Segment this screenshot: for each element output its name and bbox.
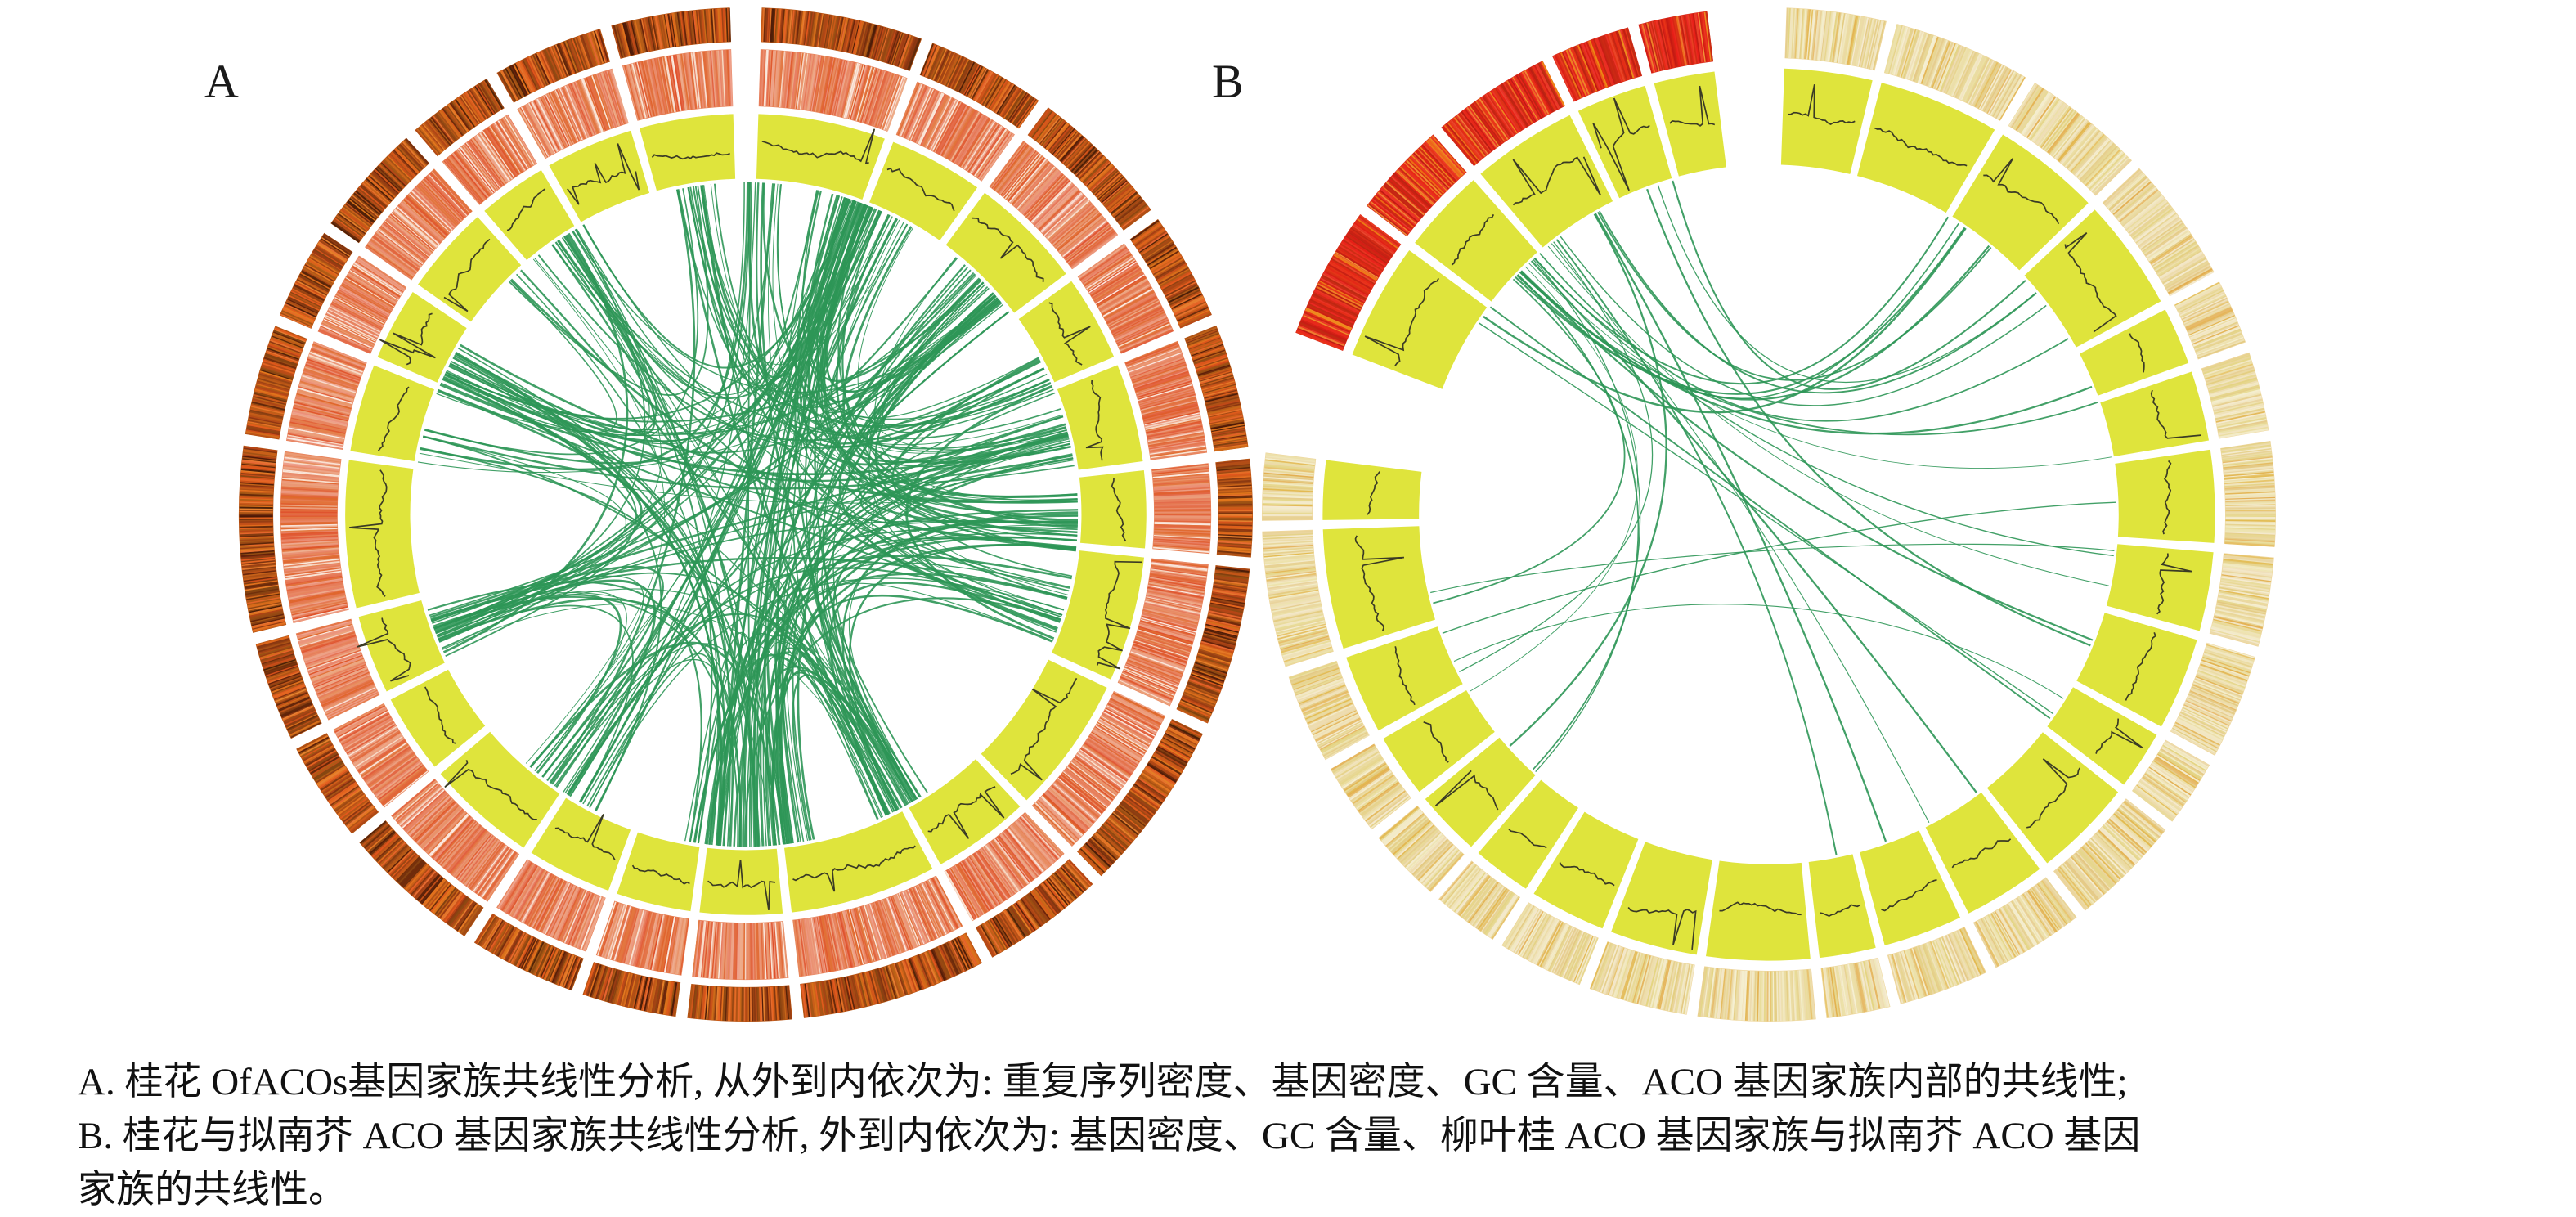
heatmap-striation <box>758 987 759 1021</box>
heatmap-striation <box>1218 508 1252 509</box>
heatmap-striation <box>240 522 273 523</box>
heatmap-striation <box>729 8 730 42</box>
heatmap-striation <box>281 510 338 511</box>
heatmap-striation <box>753 987 754 1021</box>
heatmap-striation <box>738 987 739 1021</box>
heatmap-striation <box>281 508 338 509</box>
heatmap-striation <box>1218 523 1252 524</box>
heatmap-striation <box>754 987 755 1021</box>
heatmap-striation <box>1218 502 1252 503</box>
heatmap-striation <box>240 527 273 528</box>
gc-band-segment <box>640 114 735 191</box>
heatmap-striation <box>281 519 338 520</box>
heatmap-striation <box>240 509 273 510</box>
heatmap-striation <box>1155 518 1211 519</box>
heatmap-striation <box>1218 506 1252 507</box>
heatmap-striation <box>240 507 273 508</box>
gc-band-segment <box>345 460 420 608</box>
heatmap-striation <box>1218 521 1252 522</box>
heatmap-striation <box>281 521 338 522</box>
heatmap-striation <box>749 923 750 980</box>
heatmap-striation <box>240 504 273 505</box>
heatmap-striation <box>1155 511 1211 512</box>
heatmap-striation <box>740 987 741 1021</box>
heatmap-striation <box>240 520 273 521</box>
heatmap-striation <box>1218 527 1252 528</box>
